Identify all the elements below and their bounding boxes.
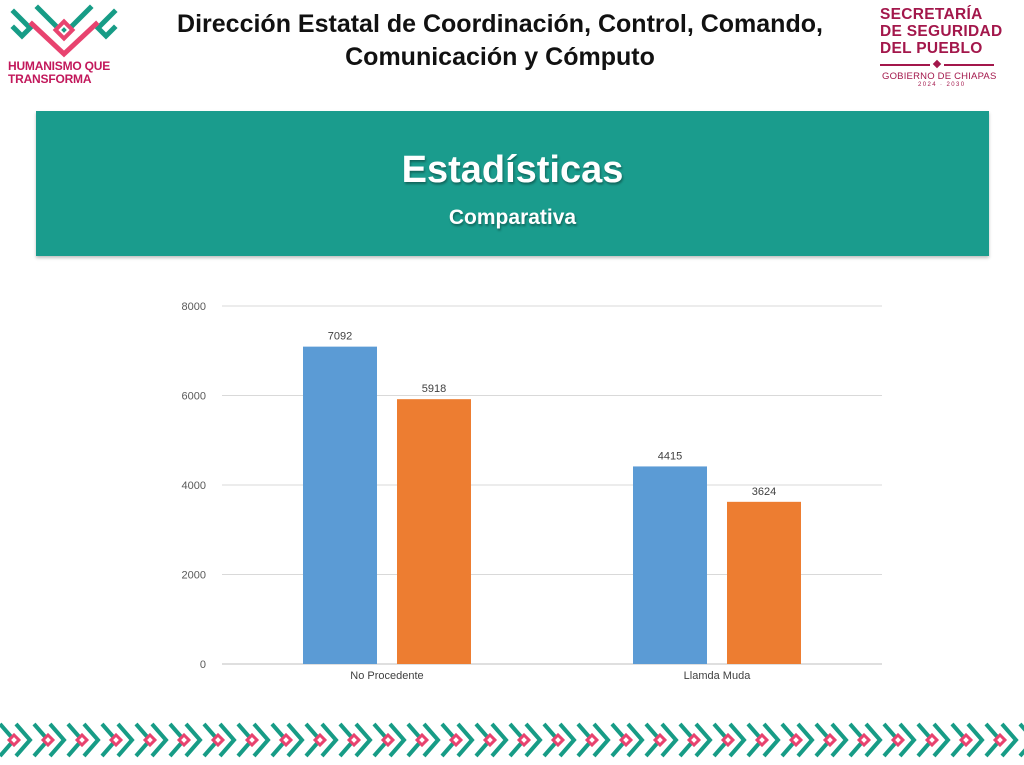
header: HUMANISMO QUE TRANSFORMA Dirección Estat… — [0, 0, 1024, 100]
bar-series-1 — [303, 346, 377, 664]
pattern-motif-icon — [0, 722, 33, 758]
pattern-motif-icon — [474, 722, 509, 758]
pattern-motif-icon — [576, 722, 611, 758]
logo-text-line-1: HUMANISMO QUE — [8, 59, 111, 73]
pattern-motif-icon — [848, 722, 883, 758]
y-tick-label: 8000 — [182, 301, 206, 313]
pattern-motif-icon — [270, 722, 305, 758]
y-tick-label: 2000 — [182, 570, 206, 582]
data-label: 3624 — [752, 486, 776, 498]
pattern-motif-icon — [134, 722, 169, 758]
pattern-motif-icon — [882, 722, 917, 758]
logo-text-line-2: TRANSFORMA — [8, 72, 92, 86]
humanismo-emblem-icon — [10, 4, 118, 58]
bar-series-2 — [397, 399, 471, 664]
banner-subtitle: Comparativa — [448, 206, 577, 229]
secretaria-line-1: SECRETARÍA — [880, 6, 983, 23]
secretaria-line-3: DEL PUEBLO — [880, 40, 983, 57]
pattern-motif-icon — [678, 722, 713, 758]
data-label: 4415 — [658, 450, 682, 462]
y-tick-label: 4000 — [182, 480, 206, 492]
pattern-motif-icon — [712, 722, 747, 758]
pattern-motif-icon — [406, 722, 441, 758]
secretaria-logo: SECRETARÍA DE SEGURIDAD DEL PUEBLO GOBIE… — [872, 6, 1022, 94]
pattern-motif-icon — [950, 722, 985, 758]
data-label: 7092 — [328, 331, 352, 343]
document-title: Dirección Estatal de Coordinación, Contr… — [130, 8, 870, 74]
decorative-pattern-band — [0, 722, 1024, 758]
pattern-motif-icon — [984, 722, 1019, 758]
secretaria-line-2: DE SEGURIDAD — [880, 23, 1003, 40]
pattern-motif-icon — [372, 722, 407, 758]
banner-title: Estadísticas — [401, 149, 624, 191]
secretaria-divider — [880, 59, 998, 71]
pattern-motif-icon — [304, 722, 339, 758]
data-label: 5918 — [422, 383, 446, 395]
pattern-motif-icon — [32, 722, 67, 758]
humanismo-logo-text: HUMANISMO QUE TRANSFORMA — [8, 60, 120, 86]
section-banner: Estadísticas Comparativa — [36, 111, 989, 256]
pattern-motif-icon — [644, 722, 679, 758]
x-category-label: No Procedente — [350, 670, 423, 682]
comparison-bar-chart: 0 2000 4000 6000 8000 7092 5918 No Procedente 44… — [182, 301, 882, 682]
pattern-motif-icon — [814, 722, 849, 758]
pattern-motif-icon — [542, 722, 577, 758]
x-category-label: Llamda Muda — [684, 670, 752, 682]
pattern-motif-icon — [168, 722, 203, 758]
pattern-motif-icon — [338, 722, 373, 758]
pattern-motif-icon — [916, 722, 951, 758]
government-label: GOBIERNO DE CHIAPAS — [882, 71, 997, 82]
y-tick-label: 6000 — [182, 391, 206, 403]
bar-series-1 — [633, 466, 707, 664]
pattern-motif-icon — [746, 722, 781, 758]
pattern-motif-icon — [202, 722, 237, 758]
humanismo-logo: HUMANISMO QUE TRANSFORMA — [8, 4, 120, 88]
pattern-motif-icon — [610, 722, 645, 758]
pattern-motif-icon — [66, 722, 101, 758]
pattern-motif-icon — [236, 722, 271, 758]
bar-series-2 — [727, 501, 801, 664]
document-title-line-2: Comunicación y Cómputo — [345, 43, 655, 71]
term-years: 2024 · 2030 — [918, 82, 966, 88]
pattern-motif-icon — [780, 722, 815, 758]
document-title-line-1: Dirección Estatal de Coordinación, Contr… — [177, 10, 823, 38]
pattern-motif-icon — [100, 722, 135, 758]
pattern-motif-icon — [440, 722, 475, 758]
pattern-motif-icon — [1018, 722, 1024, 758]
y-tick-label: 0 — [200, 659, 206, 671]
pattern-motif-icon — [508, 722, 543, 758]
